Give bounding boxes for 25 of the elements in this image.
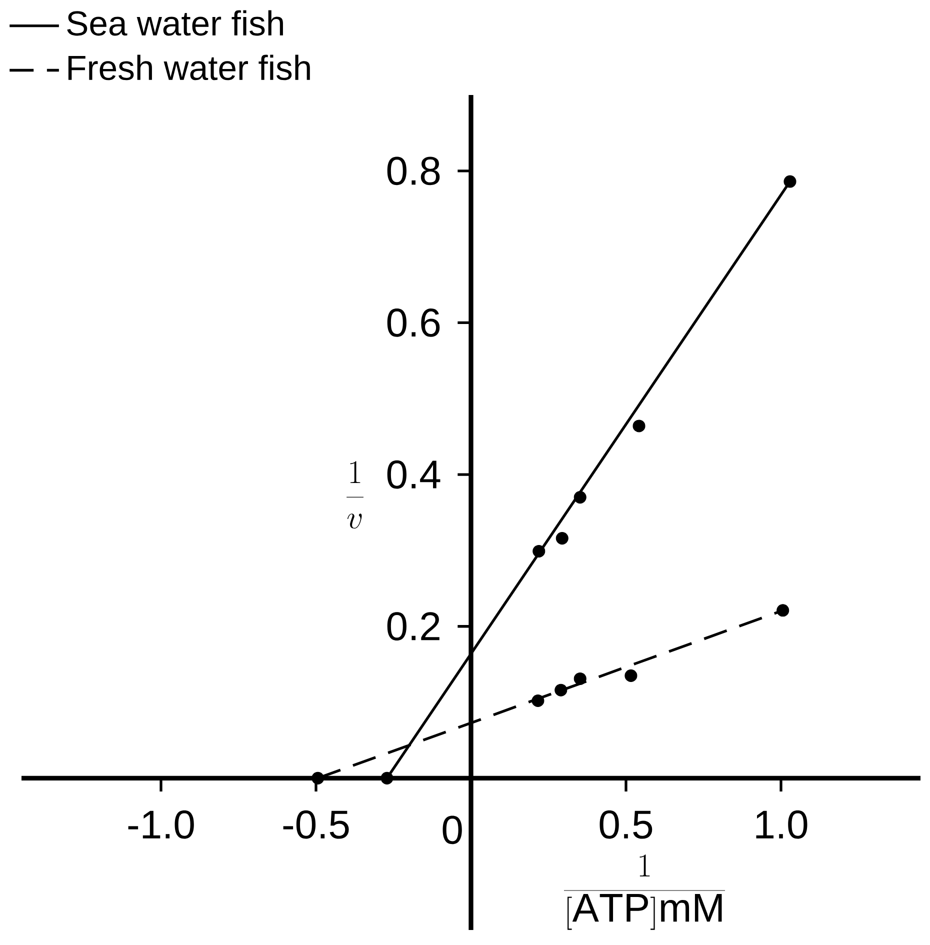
point — [556, 532, 568, 545]
y-tick-label: 0.8 — [387, 156, 440, 186]
point — [312, 772, 324, 784]
y-tick-label: 0.6 — [387, 308, 440, 337]
point — [784, 175, 796, 188]
point — [532, 544, 546, 558]
point — [776, 604, 790, 617]
x-tick-label: 0 — [442, 816, 462, 844]
y-tick-label: 0.2 — [387, 612, 440, 641]
legend-label: Fresh water fish — [68, 54, 310, 80]
x-tick-label: 0.5 — [600, 810, 652, 839]
x-tick-label: -1.0 — [128, 810, 194, 839]
point — [574, 672, 586, 686]
point — [632, 420, 646, 432]
y-tick-label: 0.4 — [387, 460, 440, 489]
x-tick-label: -0.5 — [283, 810, 349, 839]
point — [532, 694, 544, 708]
point — [380, 772, 394, 784]
point — [574, 491, 586, 504]
point — [554, 684, 568, 696]
legend-label: Sea water fish — [67, 10, 283, 36]
x-tick-label: 1.0 — [756, 810, 808, 839]
point — [624, 669, 638, 682]
y-axis-title: $\frac{1}{v}$ — [346, 461, 364, 529]
x-axis-title: $\frac{1}{[\mathrm{ATP}]\mathrm{mM}}$ — [564, 854, 725, 930]
